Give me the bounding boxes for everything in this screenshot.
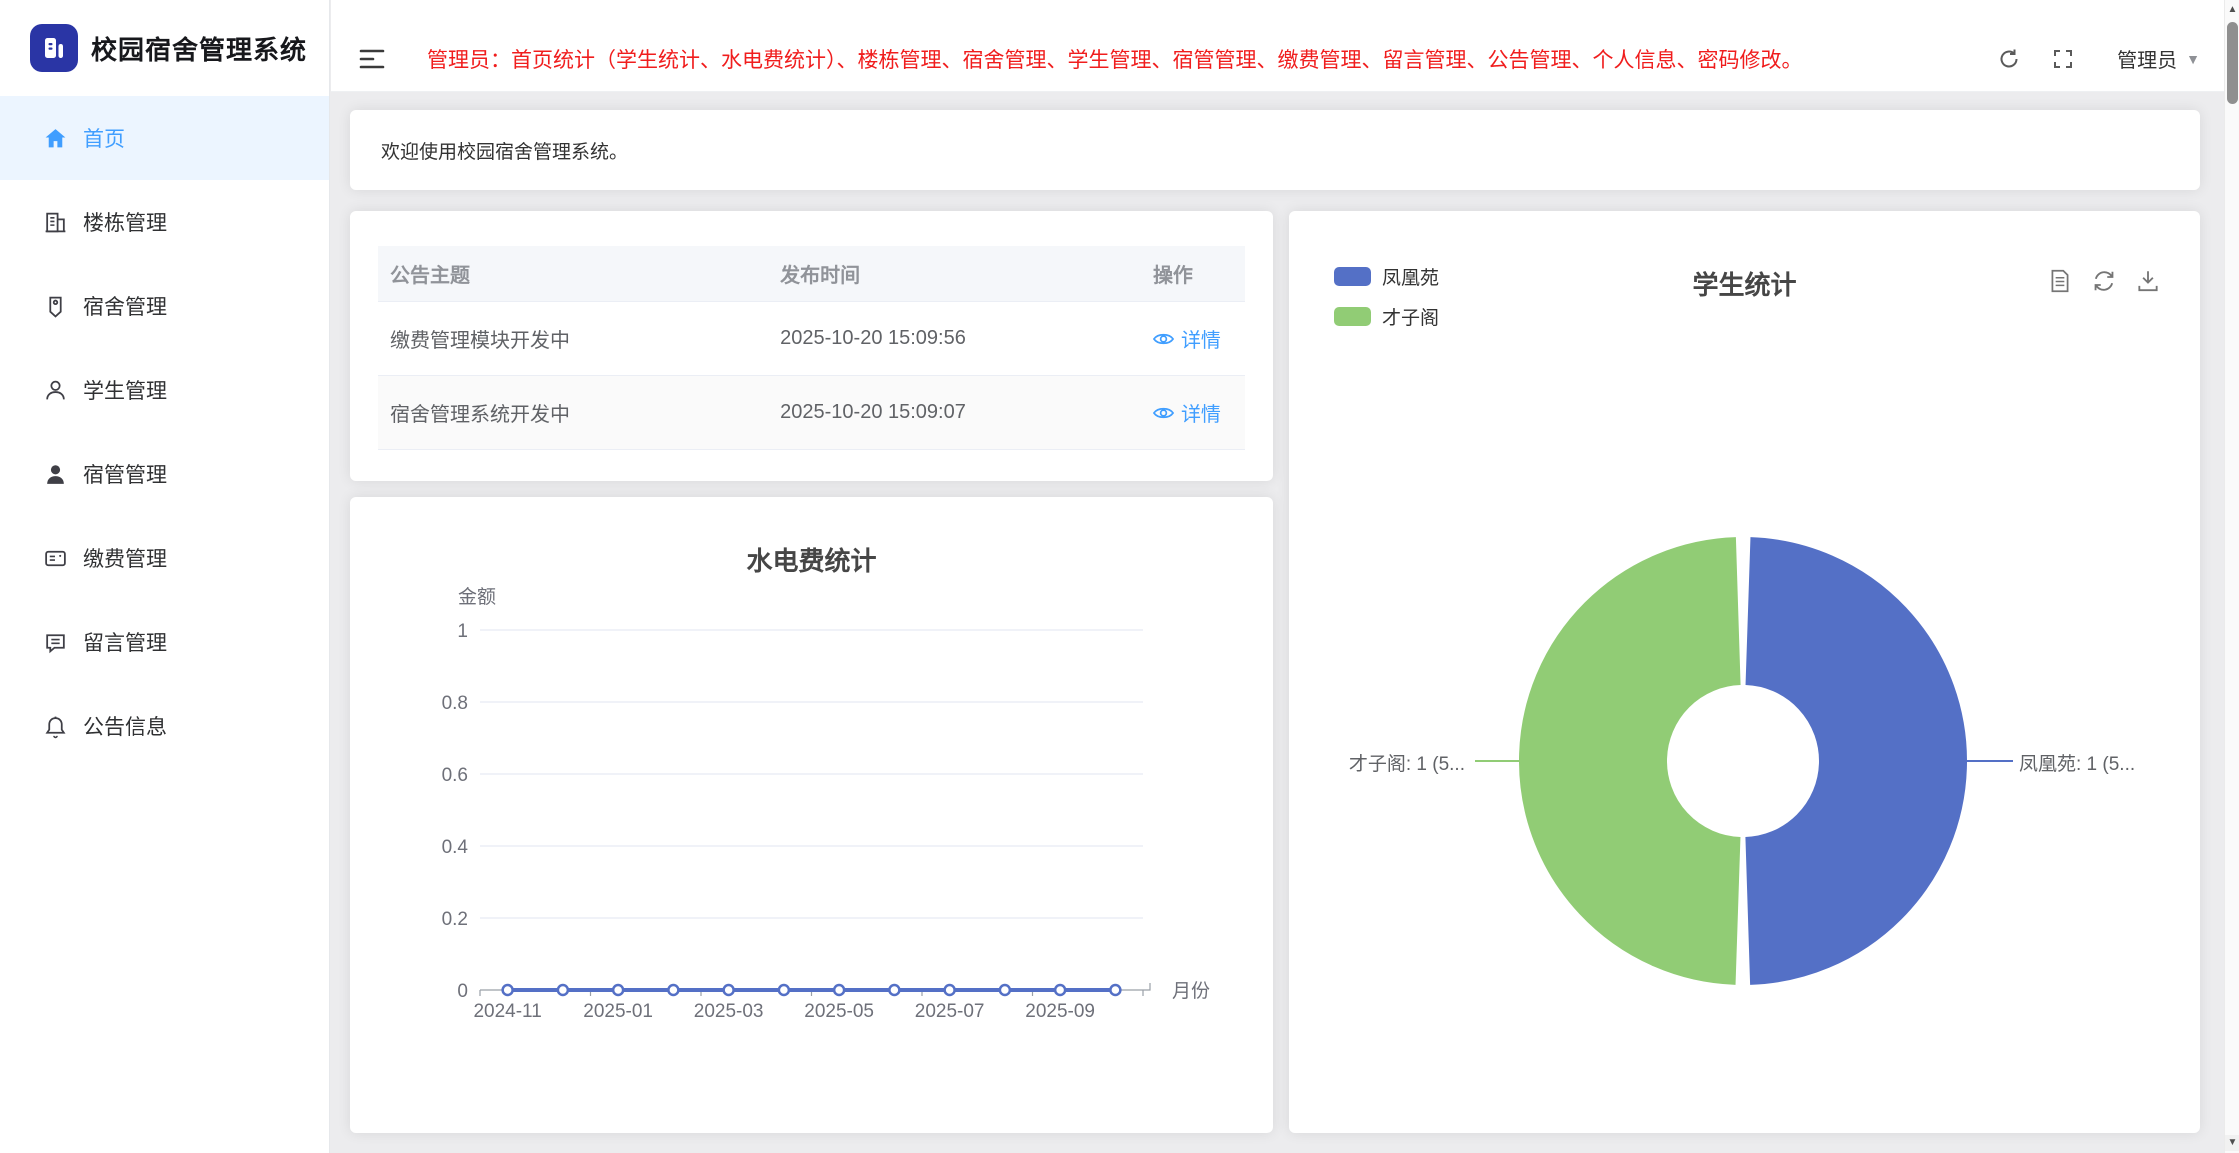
sidebar-item-messages[interactable]: 留言管理 [0,600,329,684]
legend-swatch-blue [1334,267,1371,286]
announcement-title: 宿舍管理系统开发中 [390,404,570,426]
svg-text:金额: 金额 [458,586,496,608]
app-title: 校园宿舍管理系统 [91,34,308,65]
sidebar-item-label: 公告信息 [83,716,167,739]
svg-text:2025-05: 2025-05 [804,1001,874,1022]
announcement-table-header: 公告主题 发布时间 操作 [378,246,1245,302]
svg-text:0: 0 [457,981,468,1002]
detail-link[interactable]: 详情 [1152,324,1221,353]
app-logo-icon [30,24,78,72]
restore-icon[interactable] [2090,267,2118,295]
page-scrollbar[interactable]: ▲ ▼ [2224,0,2239,1153]
svg-text:0.4: 0.4 [442,837,469,858]
sidebar-item-label: 楼栋管理 [83,212,167,235]
svg-text:2025-09: 2025-09 [1025,1001,1095,1022]
payment-card-icon [42,545,68,571]
svg-text:1: 1 [457,621,468,642]
legend-swatch-green [1334,307,1371,326]
welcome-text: 欢迎使用校园宿舍管理系统。 [381,141,629,163]
bell-icon [42,713,68,739]
sidebar-item-buildings[interactable]: 楼栋管理 [0,180,329,264]
sidebar-item-label: 宿管管理 [83,464,167,487]
announcement-card: 公告主题 发布时间 操作 缴费管理模块开发中 2025-10-20 15:09:… [350,211,1273,481]
sidebar-item-label: 首页 [83,128,125,151]
scroll-up-arrow[interactable]: ▲ [2227,4,2238,15]
svg-text:2025-03: 2025-03 [694,1001,764,1022]
table-row: 宿舍管理系统开发中 2025-10-20 15:09:07 详情 [378,376,1245,450]
refresh-icon[interactable] [1995,45,2023,73]
header-actions: 管理员 ▼ [1995,44,2200,73]
pie-slice-label-right: 凤凰苑: 1 (5... [2019,754,2136,775]
sidebar-item-label: 留言管理 [83,632,167,655]
data-view-icon[interactable] [2046,267,2074,295]
svg-text:2024-11: 2024-11 [473,1001,541,1022]
admin-notice-text: 管理员：首页统计（学生统计、水电费统计）、楼栋管理、宿舍管理、学生管理、宿管管理… [427,48,1803,72]
fullscreen-icon[interactable] [2049,45,2077,73]
svg-text:0.8: 0.8 [442,693,468,714]
caret-down-icon: ▼ [2186,50,2200,67]
announcement-table: 公告主题 发布时间 操作 缴费管理模块开发中 2025-10-20 15:09:… [378,246,1245,450]
svg-text:2025-01: 2025-01 [583,1001,653,1022]
pie-leader-line-right [1967,760,2013,762]
student-stats-card: 学生统计 凤凰苑 才子阁 [1289,211,2200,1133]
fold-sidebar-icon[interactable] [359,46,389,72]
welcome-banner: 欢迎使用校园宿舍管理系统。 [350,110,2200,190]
legend-item[interactable]: 凤凰苑 [1334,263,1439,290]
detail-link[interactable]: 详情 [1152,398,1221,427]
sidebar-item-payments[interactable]: 缴费管理 [0,516,329,600]
sidebar-item-home[interactable]: 首页 [0,96,329,180]
student-stats-donut-chart[interactable] [1289,211,2200,1133]
tag-icon [42,293,68,319]
svg-text:2025-07: 2025-07 [915,1001,985,1022]
pie-legend: 凤凰苑 才子阁 [1334,263,1439,330]
sidebar-item-label: 宿舍管理 [83,296,167,319]
sidebar-item-label: 学生管理 [83,380,167,403]
sidebar-menu: 首页 楼栋管理 宿舍管理 [0,96,329,768]
col-header-subject: 公告主题 [390,265,470,287]
announcement-title: 缴费管理模块开发中 [390,330,570,352]
user-filled-icon [42,461,68,487]
pie-chart-title: 学生统计 [1692,270,1797,300]
svg-text:月份: 月份 [1172,980,1210,1002]
table-row: 缴费管理模块开发中 2025-10-20 15:09:56 详情 [378,302,1245,376]
sidebar-item-students[interactable]: 学生管理 [0,348,329,432]
pie-slice-label-left: 才子阁: 1 (5... [1348,754,1465,775]
svg-text:0.2: 0.2 [442,909,468,930]
user-outline-icon [42,377,68,403]
legend-item[interactable]: 才子阁 [1334,303,1439,330]
col-header-time: 发布时间 [780,265,861,287]
eye-icon [1152,407,1174,418]
top-header: 管理员：首页统计（学生统计、水电费统计）、楼栋管理、宿舍管理、学生管理、宿管管理… [331,0,2224,92]
sidebar-item-managers[interactable]: 宿管管理 [0,432,329,516]
sidebar: 校园宿舍管理系统 首页 楼栋管理 [0,0,330,1153]
svg-text:0.6: 0.6 [442,765,468,786]
scrollbar-thumb[interactable] [2227,22,2238,104]
utility-fee-line-chart[interactable]: 0 0.2 0.4 0.6 0.8 1 金额 2024-11 2025-01 2025-03 202… [350,497,1273,1133]
app-logo-row: 校园宿舍管理系统 [0,0,329,96]
announcement-time: 2025-10-20 15:09:07 [780,401,966,423]
sidebar-item-label: 缴费管理 [83,548,167,571]
eye-icon [1152,333,1174,344]
line-chart-title: 水电费统计 [746,546,877,576]
announcement-time: 2025-10-20 15:09:56 [780,327,966,349]
save-image-icon[interactable] [2134,267,2162,295]
sidebar-item-dorms[interactable]: 宿舍管理 [0,264,329,348]
col-header-action: 操作 [1152,265,1193,287]
chart-toolbox [2046,267,2162,295]
building-icon [42,209,68,235]
utility-fee-chart-card: 水电费统计 0 0.2 0.4 0.6 0.8 1 金额 2024-11 2025-01 2025… [350,497,1273,1133]
sidebar-item-notices[interactable]: 公告信息 [0,684,329,768]
message-icon [42,629,68,655]
user-menu[interactable]: 管理员 ▼ [2117,44,2200,73]
scroll-down-arrow[interactable]: ▼ [2225,1135,2239,1151]
user-name: 管理员 [2117,50,2178,72]
home-icon [42,125,68,151]
pie-leader-line-left [1475,760,1519,762]
